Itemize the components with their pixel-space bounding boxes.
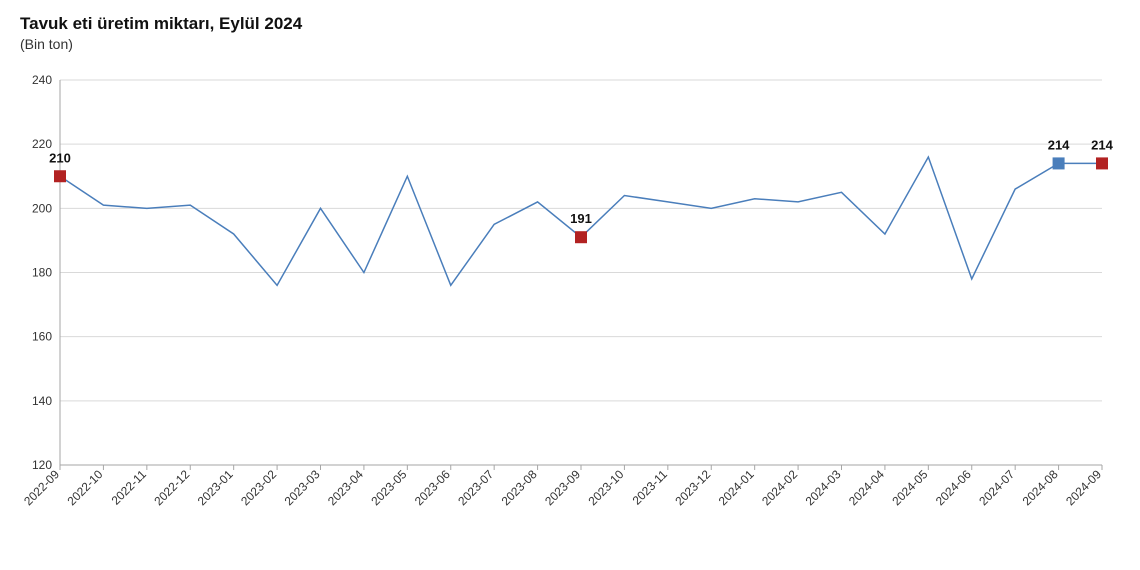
y-tick-label: 240 [32,73,52,87]
x-tick-label: 2024-07 [976,467,1017,508]
x-tick-label: 2023-02 [238,467,279,508]
x-tick-label: 2022-10 [64,467,105,508]
line-chart: 1201401601802002202402022-092022-102022-… [20,60,1120,560]
x-tick-label: 2024-06 [933,467,974,508]
highlight-marker [54,170,66,182]
x-tick-label: 2024-02 [759,467,800,508]
y-tick-label: 220 [32,137,52,151]
highlight-marker [575,231,587,243]
x-tick-label: 2024-03 [803,467,844,508]
x-tick-label: 2024-08 [1020,467,1061,508]
x-tick-label: 2022-11 [109,467,150,508]
y-tick-label: 200 [32,201,52,215]
x-tick-label: 2023-10 [585,467,626,508]
x-tick-label: 2023-05 [368,467,409,508]
chart-title: Tavuk eti üretim miktarı, Eylül 2024 [20,14,1120,34]
x-tick-label: 2022-09 [21,467,62,508]
x-tick-label: 2022-12 [151,467,192,508]
data-label: 214 [1048,137,1070,152]
y-tick-label: 180 [32,266,52,280]
highlight-marker [1053,157,1065,169]
y-tick-label: 140 [32,394,52,408]
x-tick-label: 2023-06 [412,467,453,508]
x-tick-label: 2024-01 [716,467,757,508]
x-tick-label: 2023-08 [499,467,540,508]
data-label: 210 [49,150,71,165]
y-tick-label: 160 [32,330,52,344]
x-tick-label: 2023-07 [455,467,496,508]
chart-container: 1201401601802002202402022-092022-102022-… [20,60,1120,560]
data-label: 214 [1091,137,1113,152]
x-tick-label: 2023-03 [282,467,323,508]
x-tick-label: 2023-01 [195,467,236,508]
data-label: 191 [570,211,592,226]
x-tick-label: 2024-09 [1063,467,1104,508]
x-tick-label: 2023-11 [630,467,671,508]
x-tick-label: 2024-05 [889,467,930,508]
x-tick-label: 2023-12 [672,467,713,508]
x-tick-label: 2023-09 [542,467,583,508]
highlight-marker [1096,157,1108,169]
x-tick-label: 2023-04 [325,467,366,508]
x-tick-label: 2024-04 [846,467,887,508]
chart-subtitle: (Bin ton) [20,36,1120,52]
